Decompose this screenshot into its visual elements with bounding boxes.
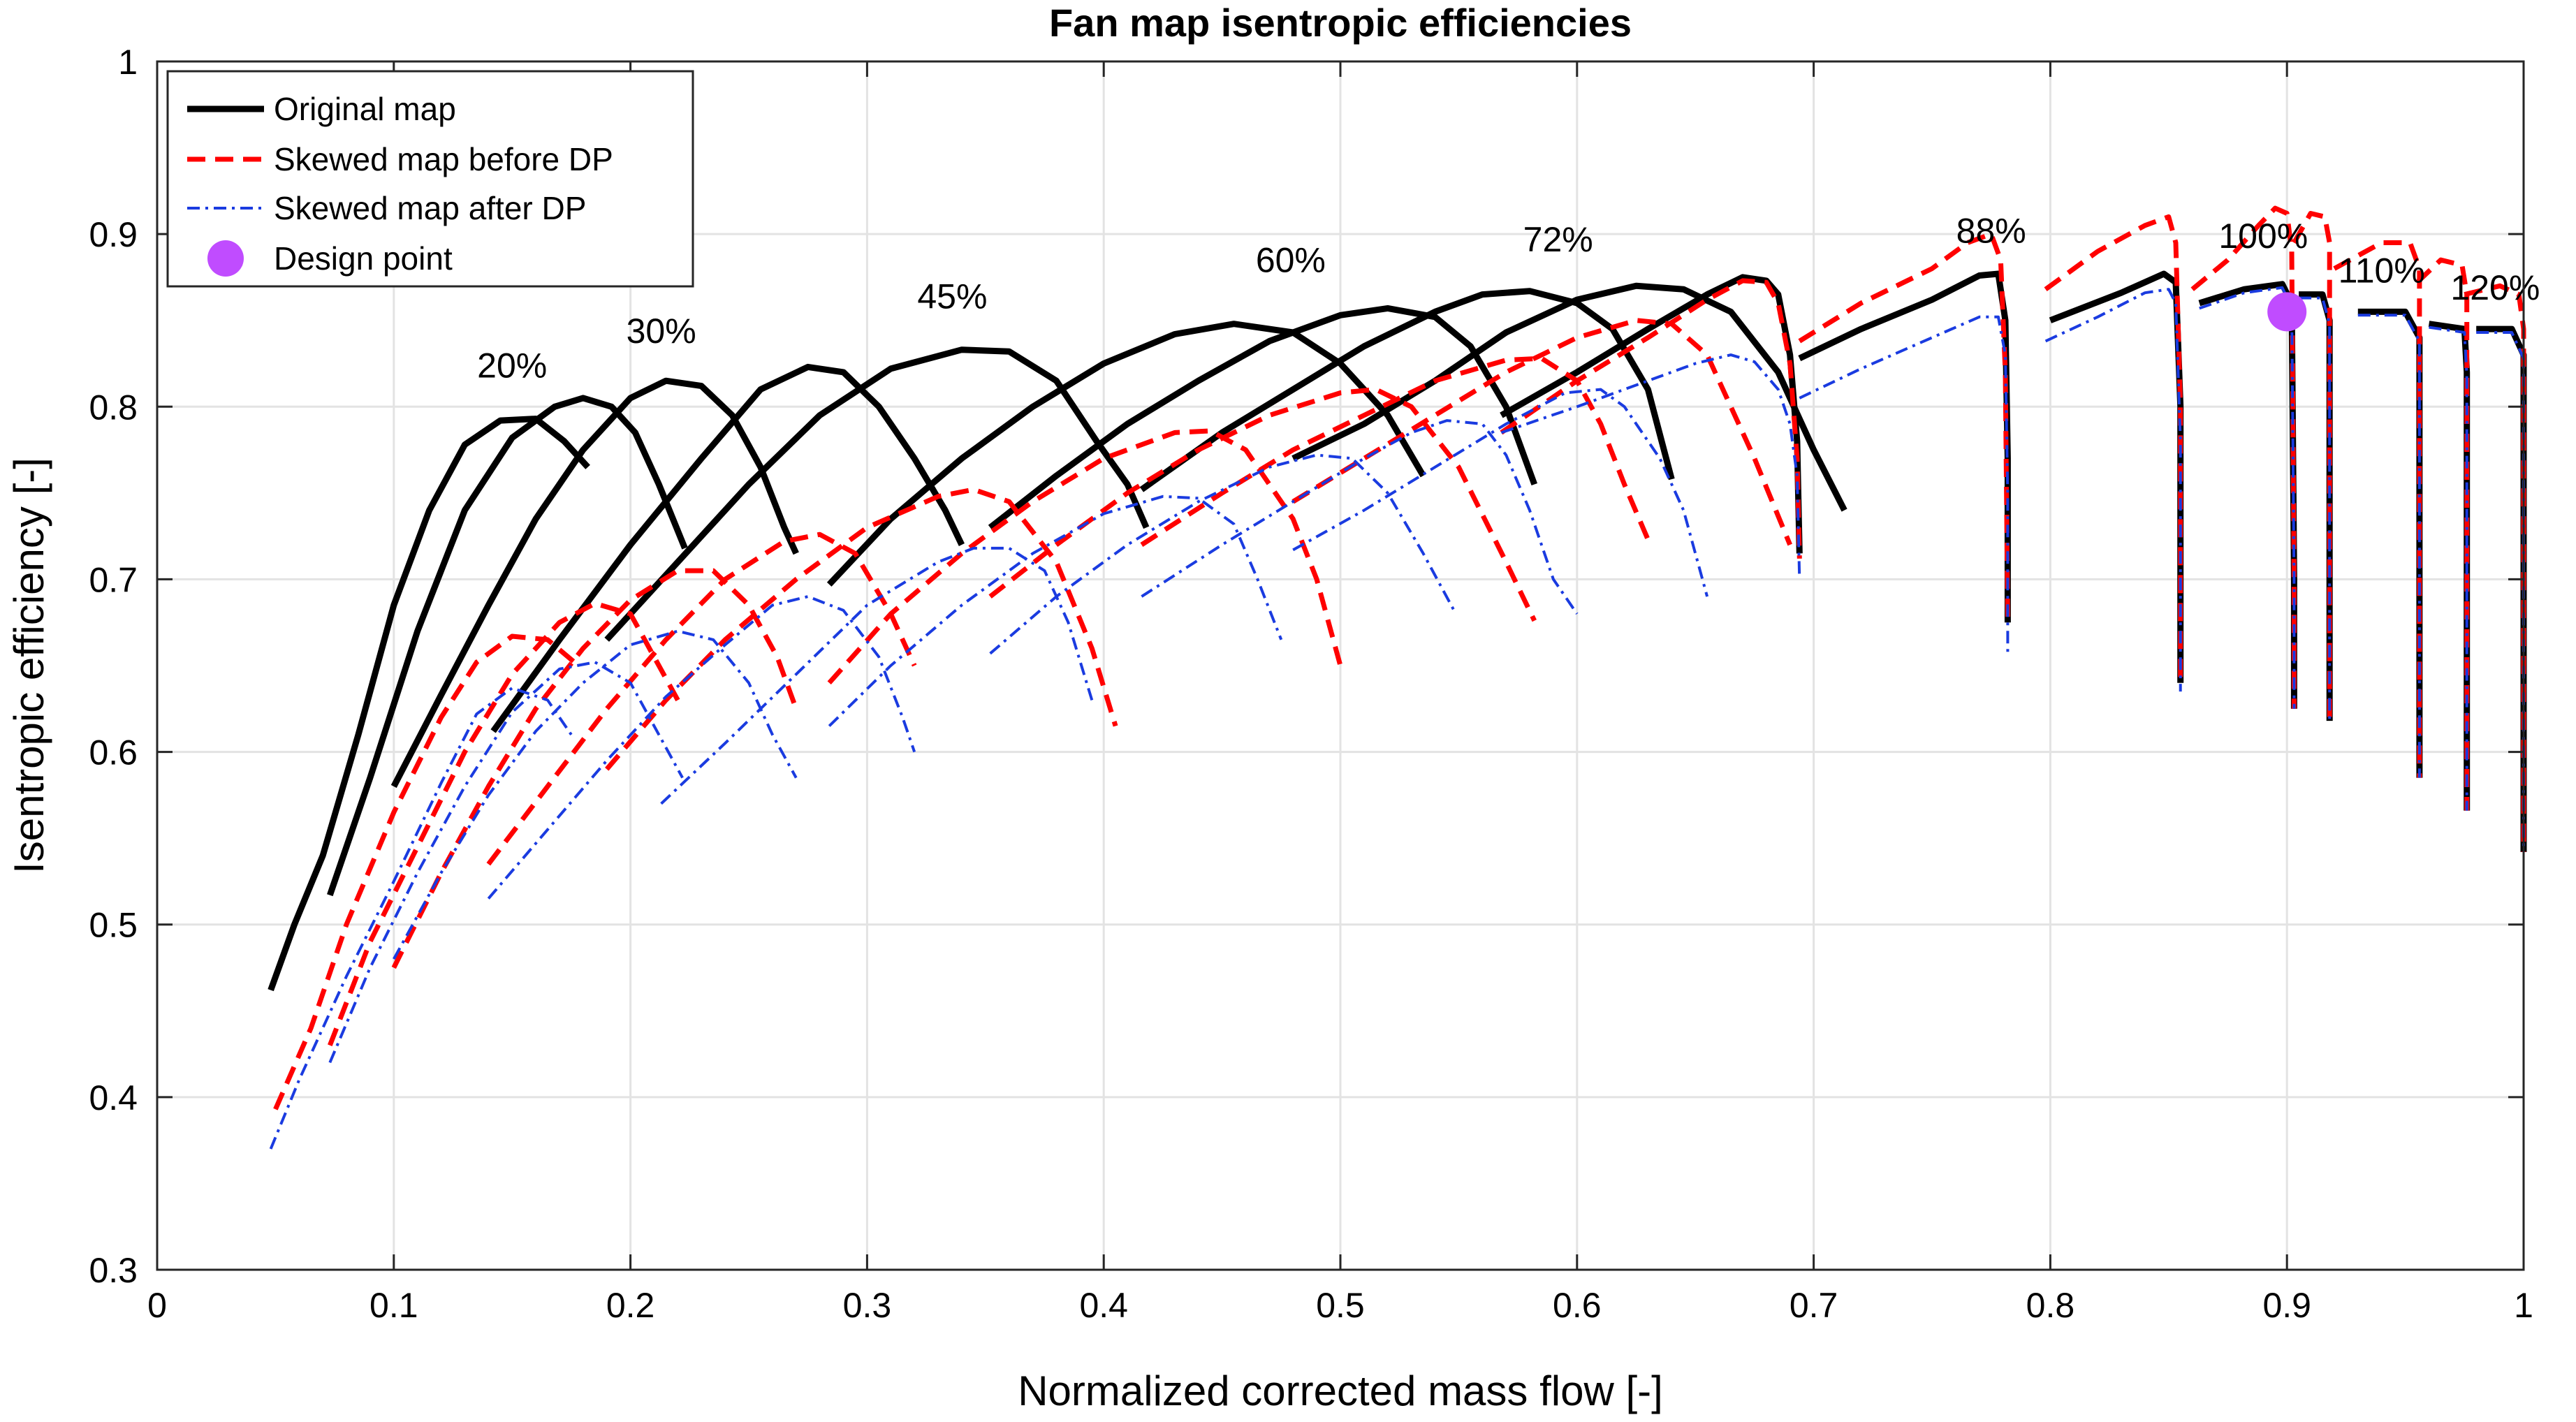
speed-line-12 <box>2044 288 2182 692</box>
legend-label-design-point: Design point <box>274 240 453 277</box>
legend-label-after-dp: Skewed map after DP <box>274 190 586 226</box>
series-layer <box>268 205 2527 1150</box>
speed-line-6 <box>826 321 1426 587</box>
series-skewed-map-before-dp <box>273 205 2526 1111</box>
speed-label: 20% <box>477 346 547 385</box>
speed-line-8 <box>1141 419 1579 615</box>
speed-line-1 <box>273 633 580 1111</box>
speed-line-9 <box>1291 282 1847 512</box>
speed-line-14 <box>2299 296 2332 721</box>
speed-label: 72% <box>1523 220 1593 259</box>
speed-line-12 <box>2044 214 2183 683</box>
speed-line-11 <box>1799 315 2010 657</box>
speed-line-10 <box>1500 278 1802 559</box>
speed-label: 110% <box>2339 251 2425 290</box>
speed-line-6 <box>828 494 1283 727</box>
speed-line-4 <box>490 363 965 733</box>
speed-line-3 <box>390 377 799 789</box>
speed-label: 45% <box>917 277 987 316</box>
speed-line-10 <box>1500 353 1801 580</box>
x-tick-label: 1 <box>2514 1286 2533 1325</box>
speed-line-9 <box>1291 318 1792 546</box>
speed-labels: 20% 30% 45% 60% 72% 88% 100% 110% 120% <box>477 212 2540 386</box>
x-tick-label: 0.2 <box>606 1286 655 1325</box>
x-tick-label: 0.6 <box>1553 1286 1602 1325</box>
speed-label: 30% <box>627 311 696 351</box>
speed-line-1 <box>269 687 573 1150</box>
speed-line-7 <box>989 453 1456 655</box>
y-tick-label: 0.7 <box>89 560 138 599</box>
legend-swatch-design-point <box>207 240 244 277</box>
speed-line-15 <box>2357 314 2421 778</box>
speed-line-3 <box>391 568 799 969</box>
x-tick-label: 0.7 <box>1790 1286 1838 1325</box>
speed-line-7 <box>988 305 1538 530</box>
speed-line-3 <box>393 629 798 960</box>
speed-line-6 <box>827 428 1343 685</box>
speed-line-13 <box>2199 286 2296 709</box>
chart-title: Fan map isentropic efficiencies <box>1049 1 1632 45</box>
y-tick-label: 0.9 <box>89 215 138 254</box>
speed-line-4 <box>486 532 917 866</box>
x-axis-label: Normalized corrected mass flow [-] <box>1018 1368 1663 1414</box>
y-axis-label: Isentropic efficiency [-] <box>6 457 52 874</box>
speed-label: 120% <box>2450 268 2540 307</box>
x-tick-label: 0 <box>147 1286 167 1325</box>
x-tick-label: 0.4 <box>1079 1286 1128 1325</box>
speed-line-1 <box>268 416 590 992</box>
speed-line-13 <box>2190 205 2297 709</box>
speed-line-5 <box>604 346 1150 642</box>
y-tick-label: 0.6 <box>89 733 138 772</box>
legend: Original map Skewed map before DP Skewed… <box>166 70 694 288</box>
y-tick-label: 0.4 <box>89 1078 138 1117</box>
y-tick-label: 0.8 <box>89 388 138 427</box>
speed-label: 100% <box>2218 217 2308 256</box>
x-tick-label: 0.5 <box>1316 1286 1365 1325</box>
series-skewed-map-after-dp <box>269 286 2525 1150</box>
y-tick-label: 0.5 <box>89 906 138 945</box>
x-tick-label: 0.1 <box>369 1286 418 1325</box>
y-tick-label: 1 <box>118 43 138 82</box>
marker-layer <box>2267 292 2307 332</box>
speed-line-11 <box>1798 231 2010 620</box>
axes-ticks: 0 0.1 0.2 0.3 0.4 0.5 0.6 0.7 0.8 0.9 1 0.3 0.4 0.5 0.… <box>89 43 2533 1325</box>
x-tick-label: 0.3 <box>843 1286 892 1325</box>
x-tick-label: 0.9 <box>2262 1286 2311 1325</box>
legend-label-before-dp: Skewed map before DP <box>274 141 613 177</box>
speed-line-16 <box>2429 325 2468 811</box>
speed-line-14 <box>2292 211 2332 721</box>
x-tick-label: 0.8 <box>2026 1286 2075 1325</box>
speed-line-15 <box>2333 240 2422 778</box>
design-point-marker <box>2267 292 2307 332</box>
speed-line-2 <box>327 395 688 897</box>
speed-line-5 <box>605 487 1118 771</box>
speed-line-7 <box>988 387 1537 622</box>
legend-label-original: Original map <box>274 91 456 127</box>
speed-line-9 <box>1292 388 1709 597</box>
speed-line-4 <box>487 595 916 900</box>
speed-line-2 <box>328 661 684 1064</box>
speed-line-2 <box>328 601 680 1046</box>
speed-label: 88% <box>1956 212 2026 251</box>
speed-line-8 <box>1140 356 1651 547</box>
y-tick-label: 0.3 <box>89 1251 138 1290</box>
speed-label: 60% <box>1256 241 1326 280</box>
